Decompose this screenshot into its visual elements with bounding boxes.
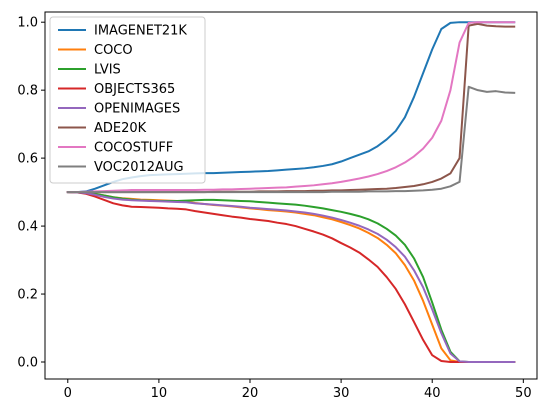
- legend-label-imagenet21k: IMAGENET21K: [94, 24, 187, 39]
- legend-label-objects365: OBJECTS365: [94, 82, 175, 97]
- x-tick-label: 10: [151, 386, 168, 401]
- legend-box: [49, 16, 206, 184]
- x-tick-label: 30: [333, 386, 350, 401]
- series-line-objects365: [66, 191, 516, 364]
- series-line-openimages: [66, 191, 516, 364]
- x-tick-label: 0: [64, 386, 72, 401]
- y-tick-label: 0.2: [17, 288, 38, 303]
- y-tick-label: 0.4: [17, 220, 38, 235]
- y-tick-label: 0.8: [17, 84, 38, 99]
- axis-ticks: 0 10 20 30 40 50 0.0 0.2 0.4 0.6 0.8 1.0: [17, 11, 538, 401]
- y-tick-label: 1.0: [17, 16, 38, 31]
- legend-label-ade20k: ADE20K: [94, 121, 147, 136]
- series-line-cocostuff: [66, 21, 516, 194]
- x-tick-label: 50: [515, 386, 532, 401]
- legend-label-cocostuff: COCOSTUFF: [94, 141, 173, 156]
- series-line-voc2012aug: [66, 85, 516, 194]
- legend: IMAGENET21K COCO LVIS OBJECTS365 OPENIMAGES A…: [49, 16, 206, 184]
- legend-label-coco: COCO: [94, 43, 133, 58]
- legend-label-openimages: OPENIMAGES: [94, 102, 180, 117]
- x-tick-label: 40: [424, 386, 441, 401]
- y-tick-label: 0.6: [17, 152, 38, 167]
- axes-frame: [44, 11, 538, 380]
- x-tick-label: 20: [242, 386, 259, 401]
- y-tick-label: 0.0: [17, 356, 38, 371]
- legend-label-lvis: LVIS: [94, 63, 121, 78]
- legend-label-voc2012aug: VOC2012AUG: [94, 160, 184, 175]
